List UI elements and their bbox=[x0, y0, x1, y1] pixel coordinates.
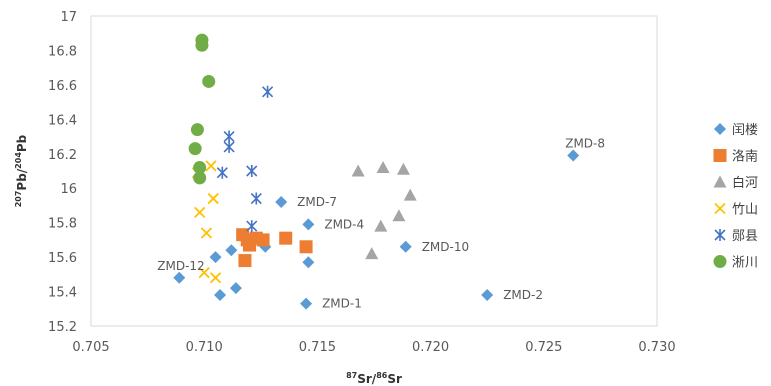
legend-label: 郧县 bbox=[732, 229, 758, 244]
data-point bbox=[302, 218, 315, 231]
data-point bbox=[194, 206, 206, 218]
y-tick-label: 15.4 bbox=[48, 286, 77, 301]
data-point bbox=[173, 271, 186, 284]
data-point bbox=[223, 140, 235, 153]
data-point bbox=[374, 219, 388, 232]
annotation-label: ZMD-4 bbox=[324, 217, 364, 231]
data-point bbox=[229, 282, 242, 295]
data-point bbox=[223, 130, 235, 143]
data-point bbox=[200, 227, 213, 239]
data-point bbox=[250, 192, 262, 205]
data-point bbox=[209, 251, 222, 264]
y-tick-label: 16.4 bbox=[48, 113, 77, 128]
legend-item: 竹山 bbox=[714, 202, 758, 218]
x-tick-label: 0.730 bbox=[638, 340, 675, 355]
x-tick-label: 0.710 bbox=[186, 340, 223, 355]
legend-marker bbox=[713, 255, 727, 268]
x-tick-label: 0.705 bbox=[72, 340, 109, 355]
x-axis-title: 87Sr/86Sr bbox=[346, 371, 402, 386]
data-point bbox=[225, 244, 238, 257]
legend-marker bbox=[714, 202, 726, 215]
y-tick-label: 16.2 bbox=[48, 148, 77, 163]
data-point bbox=[214, 289, 227, 301]
x-tick-label: 0.725 bbox=[525, 340, 562, 355]
annotation-label: ZMD-2 bbox=[503, 288, 543, 302]
legend-marker bbox=[713, 175, 727, 188]
data-points bbox=[173, 33, 580, 310]
y-tick-label: 15.2 bbox=[48, 320, 77, 335]
legend-marker bbox=[713, 149, 727, 162]
data-point bbox=[392, 209, 406, 222]
data-point bbox=[481, 289, 494, 301]
point-annotations: ZMD-8 ZMD-7 ZMD-4 ZMD-10 ZMD-12 ZMD-1 ZMD-2 bbox=[157, 137, 605, 311]
legend-label: 竹山 bbox=[732, 203, 758, 218]
annotation-label: ZMD-10 bbox=[422, 240, 469, 254]
data-point bbox=[256, 233, 270, 247]
y-tick-label: 16.6 bbox=[48, 79, 77, 94]
data-point bbox=[193, 161, 207, 175]
annotation-label: ZMD-12 bbox=[157, 259, 204, 273]
legend-item: 白河 bbox=[713, 175, 758, 191]
legend-item: 淅川 bbox=[713, 255, 758, 271]
y-axis-title: 207Pb/204Pb bbox=[14, 134, 29, 207]
data-point bbox=[376, 161, 390, 174]
annotation-label: ZMD-8 bbox=[565, 137, 605, 151]
data-point bbox=[351, 164, 365, 177]
data-point bbox=[188, 142, 202, 156]
data-point bbox=[205, 160, 217, 172]
legend-marker bbox=[714, 229, 726, 241]
data-point bbox=[246, 220, 258, 233]
y-tick-label: 16.8 bbox=[48, 44, 77, 59]
data-point bbox=[207, 192, 219, 205]
x-tick-labels: 0.705 0.710 0.715 0.720 0.725 0.730 bbox=[72, 340, 675, 355]
data-point bbox=[262, 85, 274, 98]
legend-item: 闰楼 bbox=[714, 123, 758, 138]
data-point bbox=[299, 240, 313, 254]
plot-area bbox=[90, 15, 658, 327]
data-point bbox=[193, 171, 207, 185]
data-point bbox=[396, 162, 410, 175]
annotation-label: ZMD-7 bbox=[297, 195, 337, 209]
data-point bbox=[399, 240, 412, 253]
data-point bbox=[195, 38, 209, 52]
data-point bbox=[238, 254, 252, 268]
data-point bbox=[190, 123, 204, 137]
y-tick-label: 15.6 bbox=[48, 251, 77, 266]
legend-item: 洛南 bbox=[713, 149, 758, 165]
legend-label: 淅川 bbox=[732, 256, 758, 271]
data-point bbox=[246, 165, 258, 177]
x-tick-label: 0.715 bbox=[299, 340, 336, 355]
data-point bbox=[216, 166, 228, 179]
data-point bbox=[567, 149, 580, 162]
data-point bbox=[403, 188, 417, 201]
legend-marker bbox=[714, 123, 726, 135]
data-point bbox=[202, 74, 216, 88]
y-tick-label: 15.8 bbox=[48, 217, 77, 232]
legend-label: 闰楼 bbox=[732, 123, 758, 138]
x-tick-label: 0.720 bbox=[412, 340, 449, 355]
data-point bbox=[209, 272, 222, 284]
legend-item: 郧县 bbox=[714, 229, 758, 244]
data-point bbox=[300, 297, 313, 310]
data-point bbox=[365, 247, 379, 260]
data-point bbox=[279, 231, 293, 245]
data-point bbox=[302, 256, 315, 269]
data-point bbox=[275, 196, 288, 208]
data-point bbox=[198, 266, 210, 279]
legend-label: 白河 bbox=[732, 175, 758, 191]
y-tick-label: 16 bbox=[60, 182, 77, 197]
annotation-label: ZMD-1 bbox=[322, 297, 362, 311]
y-tick-labels: 15.2 15.4 15.6 15.8 16 16.2 16.4 16.6 16.8 17 bbox=[48, 10, 77, 335]
legend-label: 洛南 bbox=[732, 149, 758, 165]
y-tick-label: 17 bbox=[60, 10, 77, 25]
